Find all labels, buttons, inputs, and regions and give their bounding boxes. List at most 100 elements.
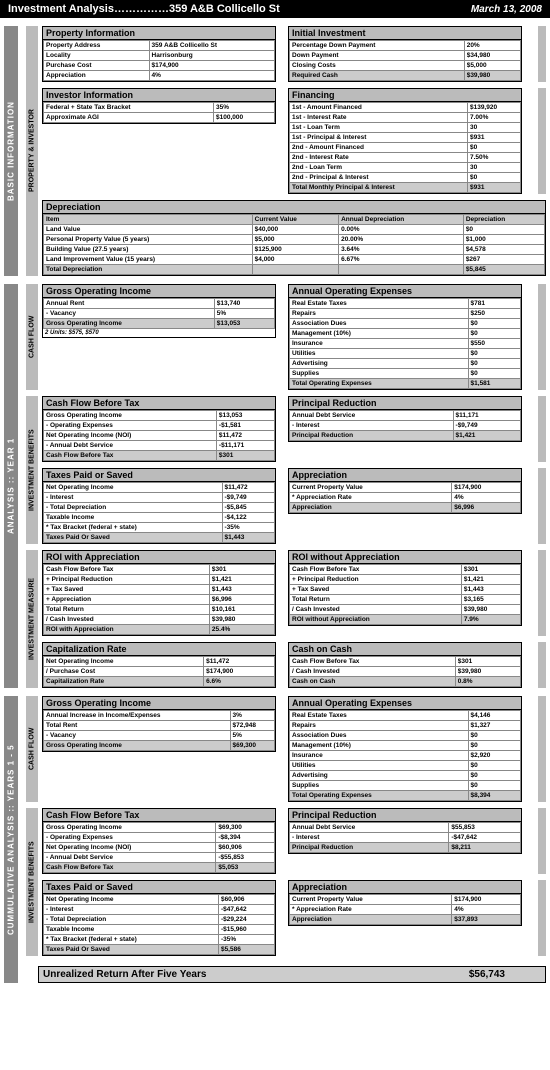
right-stub xyxy=(538,880,546,956)
row-label: Personal Property Value (5 years) xyxy=(44,235,253,245)
right-stub xyxy=(538,396,546,462)
row-value: $0 xyxy=(467,143,520,153)
total-value: $931 xyxy=(467,183,520,193)
total-value: $1,443 xyxy=(222,533,274,543)
main-wrap: BASIC INFORMATION PROPERTY & INVESTOR Pr… xyxy=(0,18,550,987)
total-label: Total Operating Expenses xyxy=(290,379,469,389)
total-label: Required Cash xyxy=(290,71,465,81)
row-label: - Interest xyxy=(44,905,219,915)
row-label: Closing Costs xyxy=(290,61,465,71)
row-value: $39,980 xyxy=(455,667,520,677)
row-value: $11,472 xyxy=(204,657,275,667)
row-value: 7.00% xyxy=(467,113,520,123)
row-value: -$1,581 xyxy=(216,421,274,431)
row-label: Repairs xyxy=(290,309,469,319)
section-year1: ANALYSIS :: YEAR 1 CASH FLOW Gross Opera… xyxy=(4,284,546,688)
vbar-property-investor: PROPERTY & INVESTOR xyxy=(26,26,38,276)
row-label: Insurance xyxy=(290,339,469,349)
row-label: 1st - Amount Financed xyxy=(290,103,468,113)
row-value: $267 xyxy=(463,255,544,265)
row-label: Management (10%) xyxy=(290,329,469,339)
card-title: ROI without Appreciation xyxy=(289,551,521,564)
card-title: Cash on Cash xyxy=(289,643,521,656)
row-value: $10,161 xyxy=(209,605,274,615)
total-label: Principal Reduction xyxy=(290,843,449,853)
row-label: Utilities xyxy=(290,761,469,771)
row-label: Taxable Income xyxy=(44,925,219,935)
row-value: 35% xyxy=(214,103,275,113)
header-title: Investment Analysis……………359 A&B Collicel… xyxy=(8,3,280,15)
row-label: Total Return xyxy=(44,605,210,615)
total-label: Cash Flow Before Tax xyxy=(44,451,217,461)
col-header: Annual Depreciation xyxy=(339,215,464,225)
card-initial-investment: Initial Investment Percentage Down Payme… xyxy=(288,26,522,82)
row-label: Land Value xyxy=(44,225,253,235)
row-label: + Appreciation xyxy=(44,595,210,605)
card-pr5: Principal Reduction Annual Debt Service$… xyxy=(288,808,522,854)
row-value: $125,900 xyxy=(252,245,338,255)
row-value: $1,421 xyxy=(209,575,274,585)
card-apprec5: Appreciation Current Property Value$174,… xyxy=(288,880,522,926)
row-value: -$15,960 xyxy=(218,925,274,935)
row-label: Current Property Value xyxy=(290,895,452,905)
row-value: $0 xyxy=(468,781,520,791)
total-label: Total Monthly Principal & Interest xyxy=(290,183,468,193)
vbar-invmeasure: INVESTMENT MEASURE xyxy=(26,550,38,688)
final-return-box: Unrealized Return After Five Years $56,7… xyxy=(38,966,546,983)
row-value: $4,000 xyxy=(252,255,338,265)
row-label: * Appreciation Rate xyxy=(290,905,452,915)
row-value: $4,578 xyxy=(463,245,544,255)
row-label: - Interest xyxy=(290,833,449,843)
row-value: 4% xyxy=(149,71,274,81)
right-stub xyxy=(538,468,546,544)
row-value: 5% xyxy=(214,309,274,319)
row-label: Annual Debt Service xyxy=(290,411,454,421)
row-value: -$29,224 xyxy=(218,915,274,925)
total-label: Gross Operating Income xyxy=(44,741,231,751)
total-value: $69,300 xyxy=(230,741,274,751)
row-value: $0 xyxy=(468,741,520,751)
row-label: + Tax Saved xyxy=(290,585,462,595)
row-label: / Purchase Cost xyxy=(44,667,204,677)
card-title: Appreciation xyxy=(289,881,521,894)
row-label: 1st - Principal & Interest xyxy=(290,133,468,143)
row-value: $60,906 xyxy=(218,895,274,905)
row-value: 20.00% xyxy=(339,235,464,245)
card-pr: Principal Reduction Annual Debt Service$… xyxy=(288,396,522,442)
row-label: / Cash Invested xyxy=(44,615,210,625)
total-value: $5,053 xyxy=(216,863,275,873)
row-label: Annual Increase in Income/Expenses xyxy=(44,711,231,721)
right-stub xyxy=(538,696,546,802)
row-label: - Total Depreciation xyxy=(44,915,219,925)
total-label: Total Operating Expenses xyxy=(290,791,469,801)
row-value: $34,980 xyxy=(464,51,520,61)
row-value: $40,000 xyxy=(252,225,338,235)
row-value: $0 xyxy=(468,359,520,369)
row-label: Association Dues xyxy=(290,731,469,741)
row-label: Net Operating Income xyxy=(44,895,219,905)
row-value: $5,000 xyxy=(464,61,520,71)
total-label: Cash on Cash xyxy=(290,677,456,687)
row-value: 359 A&B Collicello St xyxy=(149,41,274,51)
row-label: 1st - Interest Rate xyxy=(290,113,468,123)
total-value: $37,893 xyxy=(452,915,521,925)
total-label: Capitalization Rate xyxy=(44,677,204,687)
row-value: 30 xyxy=(467,123,520,133)
right-stub xyxy=(538,808,546,874)
row-label: Down Payment xyxy=(290,51,465,61)
col-header: Item xyxy=(44,215,253,225)
row-label: Association Dues xyxy=(290,319,469,329)
row-value: -35% xyxy=(218,935,274,945)
row-label: 2nd - Amount Financed xyxy=(290,143,468,153)
row-label: Current Property Value xyxy=(290,483,452,493)
total-value: $301 xyxy=(216,451,274,461)
total-value: $39,980 xyxy=(464,71,520,81)
row-value: $0 xyxy=(468,349,520,359)
row-label: - Annual Debt Service xyxy=(44,441,217,451)
vbar-cashflow5: CASH FLOW xyxy=(26,696,38,802)
row-value: $174,900 xyxy=(204,667,275,677)
row-label: 1st - Loan Term xyxy=(290,123,468,133)
row-value: $4,146 xyxy=(468,711,520,721)
total-label: Taxes Paid Or Saved xyxy=(44,945,219,955)
right-stub xyxy=(538,550,546,636)
